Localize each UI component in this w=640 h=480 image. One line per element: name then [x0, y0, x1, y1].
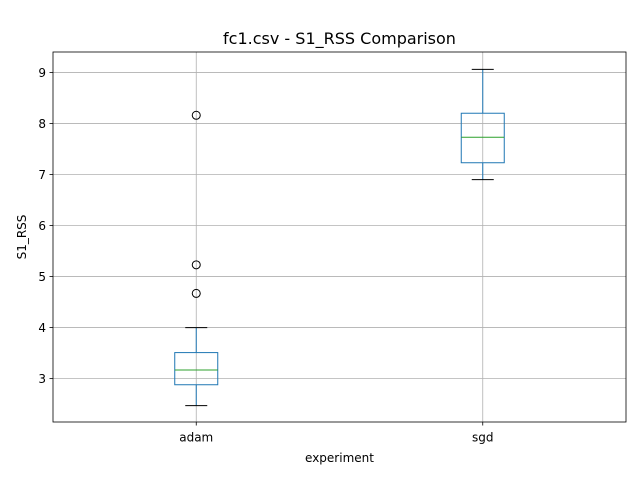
y-axis-ticks: 3 4 5 6 7 8 9 — [38, 66, 53, 386]
y-tick-label: 8 — [38, 117, 46, 131]
outlier-point — [191, 260, 201, 270]
x-axis-ticks: adam sgd — [179, 422, 494, 445]
x-axis-label: experiment — [305, 451, 374, 465]
y-tick-label: 9 — [38, 66, 46, 80]
box-sgd — [460, 68, 505, 181]
plot-frame — [52, 51, 627, 423]
box-adam — [174, 110, 219, 407]
y-tick-label: 3 — [38, 372, 46, 386]
grid-lines — [53, 52, 626, 422]
outlier-point — [191, 110, 201, 120]
x-tick-label: sgd — [472, 431, 494, 445]
y-tick-label: 5 — [38, 270, 46, 284]
y-tick-label: 4 — [38, 321, 46, 335]
x-tick-label: adam — [179, 431, 213, 445]
boxes-layer — [174, 68, 505, 407]
y-tick-label: 7 — [38, 168, 46, 182]
chart-title: fc1.csv - S1_RSS Comparison — [223, 29, 456, 49]
y-tick-label: 6 — [38, 219, 46, 233]
iqr-box — [174, 352, 219, 386]
y-axis-label: S1_RSS — [15, 215, 29, 260]
outlier-point — [191, 288, 201, 298]
iqr-box — [460, 112, 505, 164]
